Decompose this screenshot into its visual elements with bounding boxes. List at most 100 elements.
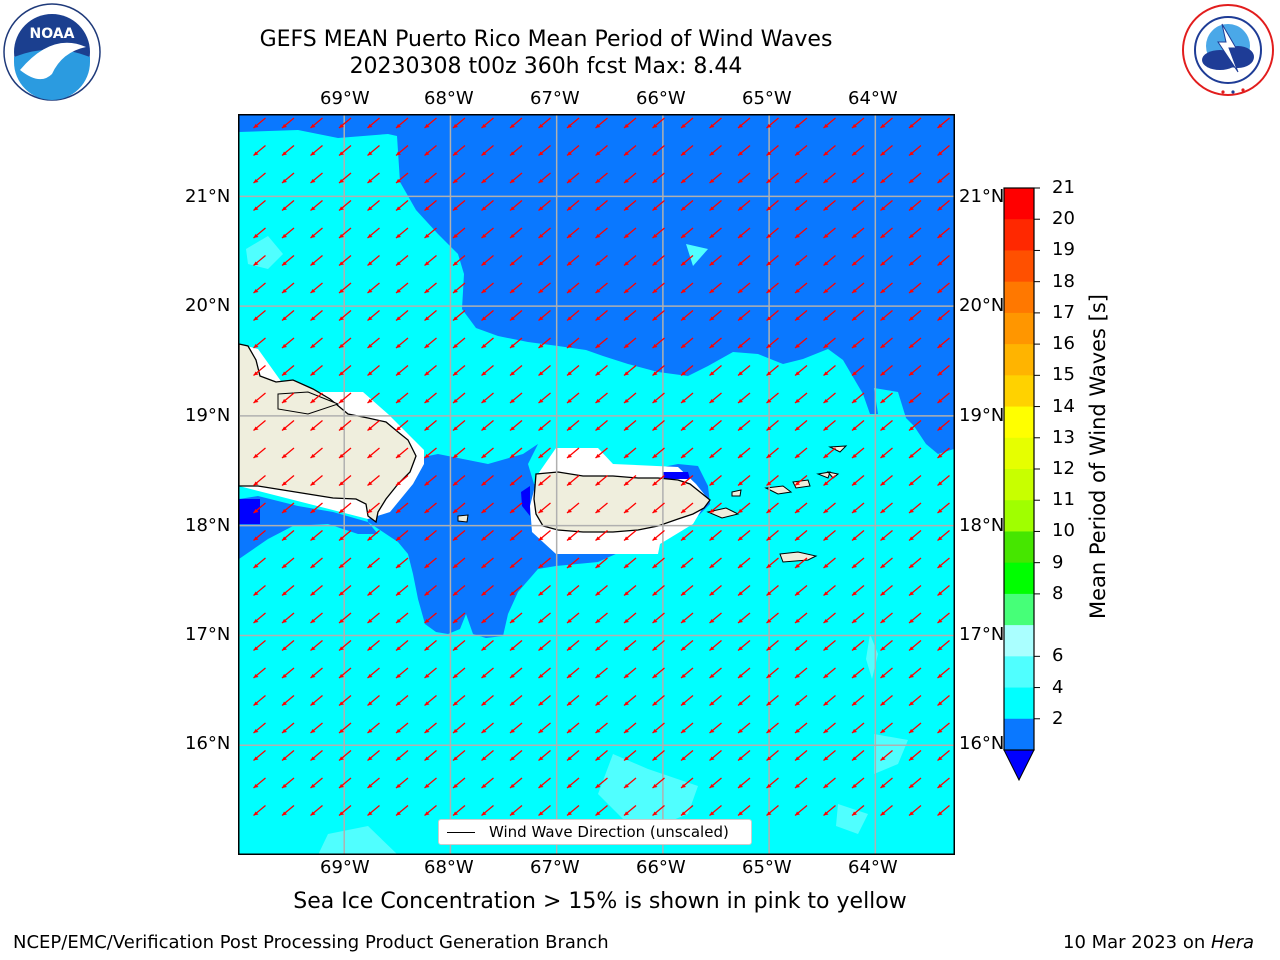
wind-arrow-head (909, 426, 914, 431)
wind-arrow-head (652, 619, 658, 623)
wind-arrow-head (367, 206, 373, 211)
wind-arrow-head (795, 481, 800, 486)
wind-arrow-head (310, 564, 316, 568)
wind-arrow-head (709, 316, 715, 321)
wind-arrow-head (282, 756, 287, 761)
wind-arrow-head (253, 811, 259, 816)
wind-arrow-head (766, 344, 772, 348)
wind-arrow-head (937, 784, 943, 788)
wind-arrow-head (339, 619, 344, 623)
wind-arrow-head (852, 619, 857, 623)
wind-arrow-head (880, 784, 886, 788)
map-legend: Wind Wave Direction (unscaled) (438, 819, 752, 845)
lat-label-left: 18°N (185, 515, 231, 536)
wind-arrow-head (453, 756, 458, 761)
field-6-8-patch (874, 734, 908, 774)
wind-arrow-head (880, 454, 886, 458)
map-panel (238, 114, 955, 855)
wind-arrow-head (339, 509, 344, 513)
wind-arrow-head (595, 151, 601, 156)
wind-arrow-head (909, 564, 914, 568)
wind-arrow-head (481, 756, 487, 761)
map-svg (238, 114, 955, 855)
wind-arrow-head (538, 316, 544, 321)
wind-arrow-head (453, 234, 458, 238)
wind-arrow-head (567, 784, 572, 788)
wind-arrow-head (367, 756, 373, 761)
wind-arrow-head (567, 371, 572, 376)
wind-arrow-head (795, 591, 800, 596)
wind-arrow-head (624, 371, 629, 376)
wind-arrow-head (652, 646, 658, 651)
wind-arrow-head (852, 756, 857, 761)
wind-arrow-head (253, 756, 259, 761)
wind-arrow-head (823, 179, 829, 183)
wind-arrow-head (709, 591, 715, 596)
wind-arrow-head (738, 564, 743, 568)
wind-arrow-head (453, 426, 458, 431)
wind-arrow-head (481, 179, 487, 183)
wind-arrow-head (766, 674, 772, 678)
wind-arrow-head (282, 426, 287, 431)
wind-arrow-head (510, 399, 515, 403)
wind-arrow-head (652, 371, 658, 376)
wind-arrow-head (396, 454, 401, 458)
colorbar-segment (1004, 562, 1034, 595)
wind-arrow-head (538, 481, 544, 486)
wind-arrow-head (681, 674, 686, 678)
wind-arrow-head (709, 124, 715, 128)
wind-arrow-head (624, 811, 629, 816)
wind-arrow-head (880, 426, 886, 431)
wind-arrow-head (567, 426, 572, 431)
wind-arrows (253, 117, 950, 816)
wind-arrow-head (396, 151, 401, 156)
wind-arrow-head (937, 811, 943, 816)
wind-arrow-head (595, 481, 601, 486)
wind-arrow-head (937, 344, 943, 348)
land-st-thomas (764, 485, 793, 495)
wind-arrow-head (567, 481, 572, 486)
wind-arrow-head (282, 454, 287, 458)
wind-arrow-head (310, 344, 316, 348)
field-6-8-patch (598, 754, 698, 834)
wind-arrow-head (595, 399, 601, 403)
wind-arrow-head (396, 261, 401, 266)
wind-arrow-head (367, 124, 373, 128)
wind-arrow-head (880, 124, 886, 128)
wind-arrow-head (681, 564, 686, 568)
wind-arrow-head (909, 646, 914, 651)
wind-arrow-head (453, 344, 458, 348)
wind-arrow-head (510, 591, 515, 596)
wind-arrow-head (652, 454, 658, 458)
wind-arrow-head (880, 674, 886, 678)
wind-arrow-head (510, 344, 515, 348)
wind-arrow-head (624, 124, 629, 128)
wind-arrow-head (253, 536, 259, 541)
wind-arrow-head (538, 151, 544, 156)
wind-arrow-head (880, 729, 886, 733)
wind-arrow-head (396, 646, 401, 651)
wind-arrow-head (453, 646, 458, 651)
colorbar-segment (1004, 593, 1034, 626)
wind-arrow-head (880, 646, 886, 651)
map-frame (238, 114, 955, 855)
wind-arrow-head (624, 399, 629, 403)
wind-arrow-head (282, 674, 287, 678)
chart-title: GEFS MEAN Puerto Rico Mean Period of Win… (0, 26, 1186, 80)
footer-left: NCEP/EMC/Verification Post Processing Pr… (13, 932, 609, 953)
wind-arrow-head (681, 399, 686, 403)
wind-arrow-head (681, 124, 686, 128)
wind-arrow-head (567, 619, 572, 623)
wind-arrow-head (367, 701, 373, 706)
land-vieques (706, 507, 740, 519)
wind-arrow-head (567, 509, 572, 513)
wind-arrow-head (510, 729, 515, 733)
wind-arrow-head (624, 344, 629, 348)
wind-arrow-head (310, 179, 316, 183)
field-6-8-patch (318, 826, 397, 854)
wind-arrow-head (823, 811, 829, 816)
wind-arrow-head (538, 646, 544, 651)
wind-arrow-head (652, 179, 658, 183)
wind-arrow-head (453, 206, 458, 211)
wind-arrow-head (453, 619, 458, 623)
